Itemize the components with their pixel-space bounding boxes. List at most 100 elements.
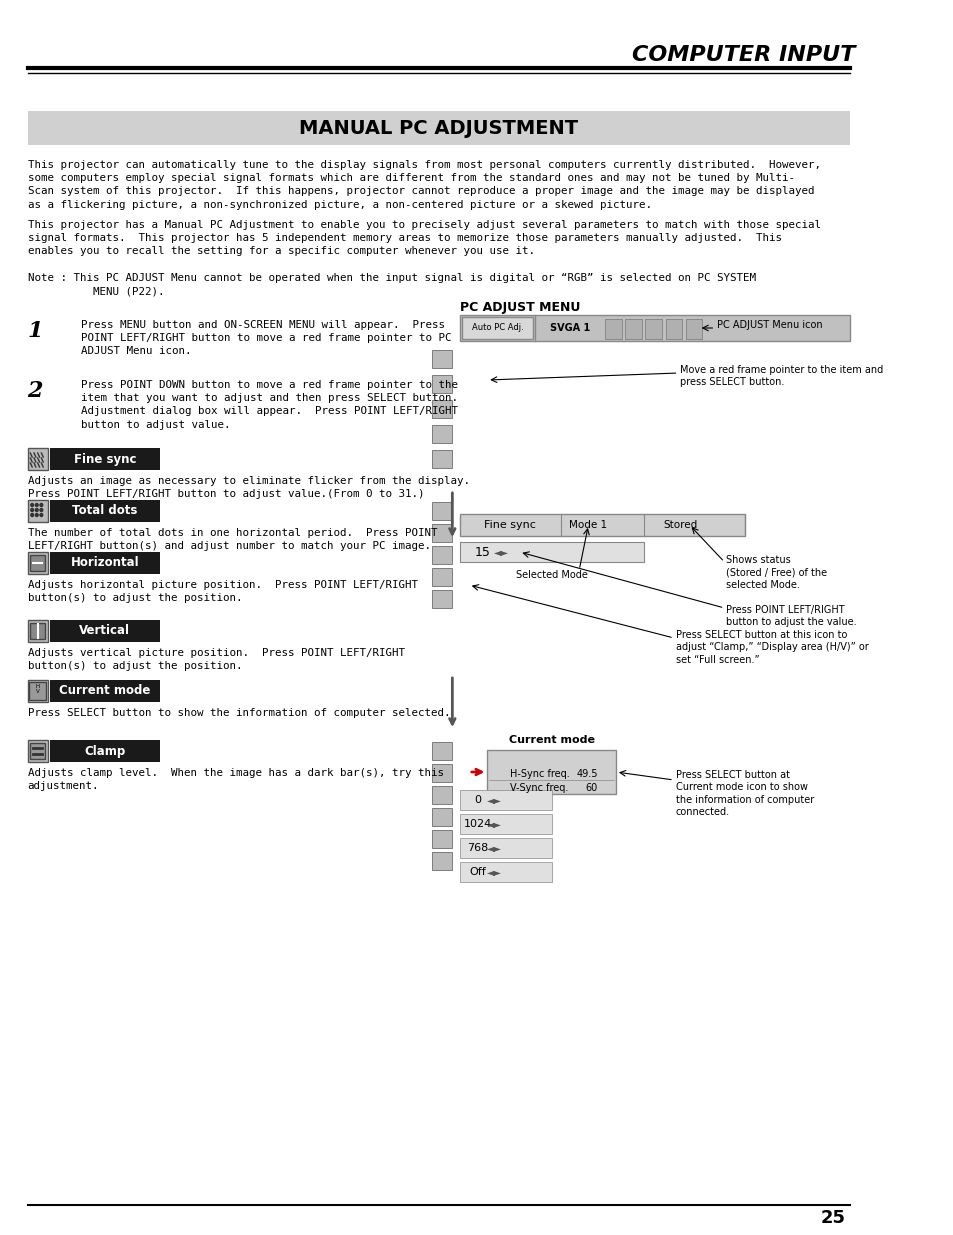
FancyBboxPatch shape — [432, 852, 452, 869]
Text: Press POINT LEFT/RIGHT
button to adjust the value.: Press POINT LEFT/RIGHT button to adjust … — [725, 605, 856, 627]
FancyBboxPatch shape — [487, 750, 616, 794]
Text: Shows status
(Stored / Free) of the
selected Mode.: Shows status (Stored / Free) of the sele… — [725, 555, 826, 590]
Text: Horizontal: Horizontal — [71, 557, 139, 569]
FancyBboxPatch shape — [432, 830, 452, 848]
FancyBboxPatch shape — [432, 524, 452, 542]
Text: Adjusts horizontal picture position.  Press POINT LEFT/RIGHT
button(s) to adjust: Adjusts horizontal picture position. Pre… — [28, 580, 417, 603]
FancyBboxPatch shape — [432, 546, 452, 564]
Text: Off: Off — [469, 867, 486, 877]
FancyBboxPatch shape — [432, 375, 452, 393]
Circle shape — [35, 509, 38, 511]
FancyBboxPatch shape — [50, 620, 160, 642]
Text: Total dots: Total dots — [72, 505, 137, 517]
FancyBboxPatch shape — [50, 680, 160, 701]
Text: Vertical: Vertical — [79, 625, 131, 637]
Text: Press SELECT button at
Current mode icon to show
the information of computer
con: Press SELECT button at Current mode icon… — [675, 769, 813, 818]
Text: Auto PC Adj.: Auto PC Adj. — [471, 324, 522, 332]
FancyBboxPatch shape — [28, 552, 48, 574]
Text: 0: 0 — [474, 795, 481, 805]
Text: Press MENU button and ON-SCREEN MENU will appear.  Press
POINT LEFT/RIGHT button: Press MENU button and ON-SCREEN MENU wil… — [81, 320, 451, 357]
Text: 15: 15 — [475, 546, 490, 558]
Text: Press SELECT button to show the information of computer selected.: Press SELECT button to show the informat… — [28, 708, 450, 718]
FancyBboxPatch shape — [432, 425, 452, 443]
Text: Current mode: Current mode — [508, 735, 594, 745]
FancyBboxPatch shape — [624, 319, 641, 338]
Text: V-Sync freq.: V-Sync freq. — [510, 783, 568, 793]
FancyBboxPatch shape — [50, 500, 160, 522]
Text: Selected Mode: Selected Mode — [516, 571, 587, 580]
FancyBboxPatch shape — [432, 590, 452, 608]
Text: Press POINT DOWN button to move a red frame pointer to the
item that you want to: Press POINT DOWN button to move a red fr… — [81, 380, 457, 430]
Text: ◄►: ◄► — [487, 795, 501, 805]
Text: ◄►: ◄► — [493, 547, 508, 557]
FancyBboxPatch shape — [645, 319, 661, 338]
Text: COMPUTER INPUT: COMPUTER INPUT — [631, 44, 854, 65]
Text: H
V: H V — [35, 684, 40, 694]
Circle shape — [30, 509, 33, 511]
FancyBboxPatch shape — [432, 764, 452, 782]
FancyBboxPatch shape — [30, 743, 45, 760]
Text: Stored: Stored — [662, 520, 697, 530]
Circle shape — [30, 514, 33, 516]
Circle shape — [40, 509, 43, 511]
Circle shape — [35, 504, 38, 506]
Text: Adjusts an image as necessary to eliminate flicker from the display.
Press POINT: Adjusts an image as necessary to elimina… — [28, 475, 469, 499]
Text: Press SELECT button at this icon to
adjust “Clamp,” “Display area (H/V)” or
set : Press SELECT button at this icon to adju… — [675, 630, 867, 664]
FancyBboxPatch shape — [432, 400, 452, 417]
Text: 1: 1 — [27, 320, 43, 342]
FancyBboxPatch shape — [459, 790, 551, 810]
Text: PC ADJUST Menu icon: PC ADJUST Menu icon — [717, 320, 821, 330]
Text: PC ADJUST MENU: PC ADJUST MENU — [459, 301, 579, 315]
FancyBboxPatch shape — [432, 350, 452, 368]
FancyBboxPatch shape — [28, 740, 48, 762]
Text: This projector can automatically tune to the display signals from most personal : This projector can automatically tune to… — [28, 161, 820, 210]
Text: Current mode: Current mode — [59, 684, 151, 698]
Text: 768: 768 — [467, 844, 488, 853]
Text: 1024: 1024 — [463, 819, 492, 829]
Text: Adjusts clamp level.  When the image has a dark bar(s), try this
adjustment.: Adjusts clamp level. When the image has … — [28, 768, 443, 792]
Circle shape — [40, 504, 43, 506]
FancyBboxPatch shape — [461, 317, 533, 338]
FancyBboxPatch shape — [459, 542, 643, 562]
FancyBboxPatch shape — [432, 501, 452, 520]
FancyBboxPatch shape — [28, 500, 48, 522]
FancyBboxPatch shape — [28, 680, 48, 701]
Text: Fine sync: Fine sync — [484, 520, 536, 530]
FancyBboxPatch shape — [685, 319, 701, 338]
FancyBboxPatch shape — [432, 450, 452, 468]
FancyBboxPatch shape — [432, 742, 452, 760]
FancyBboxPatch shape — [459, 862, 551, 882]
FancyBboxPatch shape — [432, 568, 452, 585]
Text: 2: 2 — [27, 380, 43, 403]
FancyBboxPatch shape — [30, 622, 45, 638]
FancyBboxPatch shape — [604, 319, 620, 338]
Text: Adjusts vertical picture position.  Press POINT LEFT/RIGHT
button(s) to adjust t: Adjusts vertical picture position. Press… — [28, 648, 404, 671]
FancyBboxPatch shape — [459, 514, 744, 536]
FancyBboxPatch shape — [459, 315, 848, 341]
Text: ◄►: ◄► — [487, 844, 501, 853]
Text: This projector has a Manual PC Adjustment to enable you to precisely adjust seve: This projector has a Manual PC Adjustmen… — [28, 220, 820, 257]
Text: The number of total dots in one horizontal period.  Press POINT
LEFT/RIGHT butto: The number of total dots in one horizont… — [28, 529, 436, 551]
FancyBboxPatch shape — [30, 555, 45, 571]
FancyBboxPatch shape — [28, 620, 48, 642]
FancyBboxPatch shape — [28, 111, 848, 144]
FancyBboxPatch shape — [30, 682, 46, 700]
Text: 49.5: 49.5 — [576, 769, 597, 779]
Text: 25: 25 — [820, 1209, 845, 1228]
Text: ◄►: ◄► — [487, 867, 501, 877]
Circle shape — [40, 514, 43, 516]
FancyBboxPatch shape — [50, 740, 160, 762]
FancyBboxPatch shape — [432, 808, 452, 826]
FancyBboxPatch shape — [665, 319, 681, 338]
Text: Fine sync: Fine sync — [73, 452, 136, 466]
Text: Note : This PC ADJUST Menu cannot be operated when the input signal is digital o: Note : This PC ADJUST Menu cannot be ope… — [28, 273, 755, 296]
FancyBboxPatch shape — [459, 814, 551, 834]
Circle shape — [35, 514, 38, 516]
Text: Clamp: Clamp — [84, 745, 125, 757]
FancyBboxPatch shape — [28, 448, 48, 471]
Text: H-Sync freq.: H-Sync freq. — [510, 769, 569, 779]
Text: 60: 60 — [585, 783, 597, 793]
FancyBboxPatch shape — [50, 552, 160, 574]
FancyBboxPatch shape — [50, 448, 160, 471]
Circle shape — [30, 504, 33, 506]
